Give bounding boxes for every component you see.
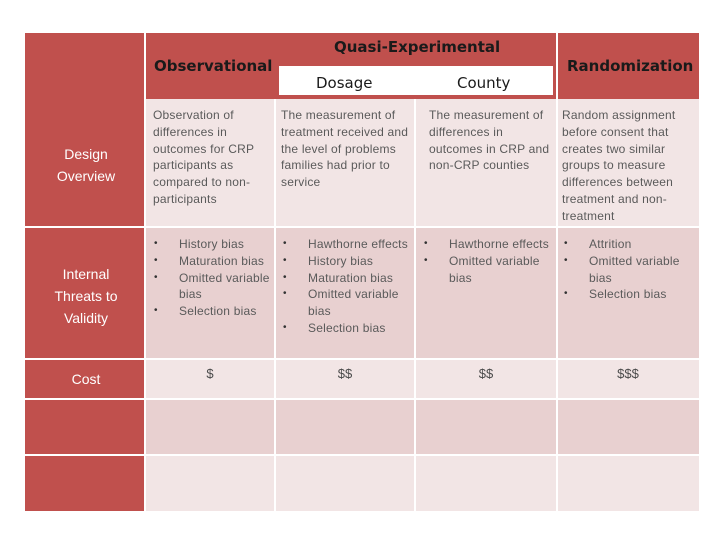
column-divider [274, 99, 276, 511]
threats-randomization-list: • Attrition • Omitted variable bias • Selec… [562, 236, 692, 303]
cost-randomization: $$$ [617, 366, 639, 381]
list-item: • Hawthorne effects [281, 236, 411, 253]
list-item: • Selection bias [562, 286, 692, 303]
corner-cell [25, 33, 145, 99]
header-observational-label: Observational [154, 57, 273, 75]
bullet-icon: • [564, 238, 568, 249]
bullet-icon: • [283, 254, 287, 266]
list-item-text: Omitted variable bias [449, 253, 540, 285]
list-item: • Maturation bias [281, 270, 411, 287]
threats-dosage-list: • Hawthorne effects • History bias • Matura… [281, 236, 411, 337]
bullet-icon: • [283, 288, 287, 300]
list-item-text: Selection bias [589, 287, 667, 302]
list-item-text: Omitted variable bias [179, 270, 270, 302]
row-label-design-overview: Design Overview [25, 99, 145, 227]
list-item-text: Hawthorne effects [308, 237, 408, 251]
list-item-text: Selection bias [179, 304, 257, 319]
cost-dosage: $$ [337, 366, 353, 381]
header-dosage-county-band: Dosage County [275, 66, 557, 99]
bullet-icon: • [564, 288, 568, 300]
header-randomization-label: Randomization [567, 57, 694, 75]
list-item: • Hawthorne effects [422, 236, 554, 253]
list-item: • Selection bias [152, 303, 276, 320]
empty-label-cell-1 [25, 399, 145, 455]
cost-observational: $ [206, 366, 214, 381]
design-overview-randomization: Random assignment before consent that cr… [562, 108, 676, 223]
list-item: • Omitted variable bias [281, 286, 411, 320]
threats-observational-list: • History bias • Maturation bias • Omitted … [152, 236, 276, 320]
list-item-text: Omitted variable bias [308, 287, 399, 319]
list-item-text: Maturation bias [308, 270, 394, 285]
internal-threats-label: Internal Threats to Validity [54, 266, 118, 326]
list-item-text: Attrition [589, 237, 632, 251]
header-randomization: Randomization [557, 33, 699, 99]
list-item-text: Selection bias [308, 320, 386, 335]
design-overview-label: Design Overview [56, 146, 116, 184]
list-item-text: History bias [179, 237, 245, 251]
list-item: • Omitted variable bias [562, 253, 692, 287]
cost-label: Cost [71, 371, 101, 387]
column-divider [414, 99, 416, 511]
list-item: • Selection bias [281, 320, 411, 337]
list-item: • Attrition [562, 236, 692, 253]
list-item-text: Hawthorne effects [449, 237, 549, 251]
header-dosage-label: Dosage [316, 74, 373, 92]
design-overview-observational: Observation of differences in outcomes f… [153, 108, 255, 206]
list-item-text: History bias [308, 253, 374, 268]
threats-county-list: • Hawthorne effects • Omitted variable bia… [422, 236, 554, 286]
internal-threats-row [145, 227, 699, 359]
design-overview-county: The measurement of differences in outcom… [429, 108, 550, 173]
list-item: • History bias [281, 253, 411, 270]
bullet-icon: • [154, 254, 158, 266]
cost-row [145, 359, 699, 399]
bullet-icon: • [424, 254, 428, 266]
bullet-icon: • [154, 305, 158, 317]
design-overview-row [145, 99, 699, 227]
column-divider [144, 33, 146, 511]
empty-row-2 [145, 455, 699, 511]
bullet-icon: • [154, 271, 158, 283]
header-county-label: County [457, 74, 511, 92]
row-divider [25, 398, 699, 400]
list-item: • Omitted variable bias [152, 270, 276, 304]
bullet-icon: • [424, 238, 428, 249]
header-quasi-experimental-label: Quasi-Experimental [334, 38, 501, 56]
bullet-icon: • [283, 321, 287, 333]
cost-county: $$ [478, 366, 494, 381]
bullet-icon: • [283, 271, 287, 283]
row-label-cost: Cost [25, 359, 145, 399]
empty-row-1 [145, 399, 699, 455]
bullet-icon: • [564, 254, 568, 266]
bullet-icon: • [154, 238, 158, 249]
empty-label-cell-2 [25, 455, 145, 511]
list-item-text: Maturation bias [179, 253, 265, 268]
row-divider [25, 454, 699, 456]
row-label-internal-threats: Internal Threats to Validity [25, 227, 145, 359]
list-item: • Maturation bias [152, 253, 276, 270]
list-item: • Omitted variable bias [422, 253, 554, 287]
column-divider [556, 33, 558, 511]
bullet-icon: • [283, 238, 287, 249]
header-observational: Observational [145, 33, 275, 99]
design-overview-dosage: The measurement of treatment received an… [281, 108, 409, 190]
row-divider [25, 358, 699, 360]
header-quasi-experimental: Quasi-Experimental [275, 33, 557, 66]
row-divider [25, 226, 699, 228]
list-item-text: Omitted variable bias [589, 253, 680, 285]
list-item: • History bias [152, 236, 276, 253]
